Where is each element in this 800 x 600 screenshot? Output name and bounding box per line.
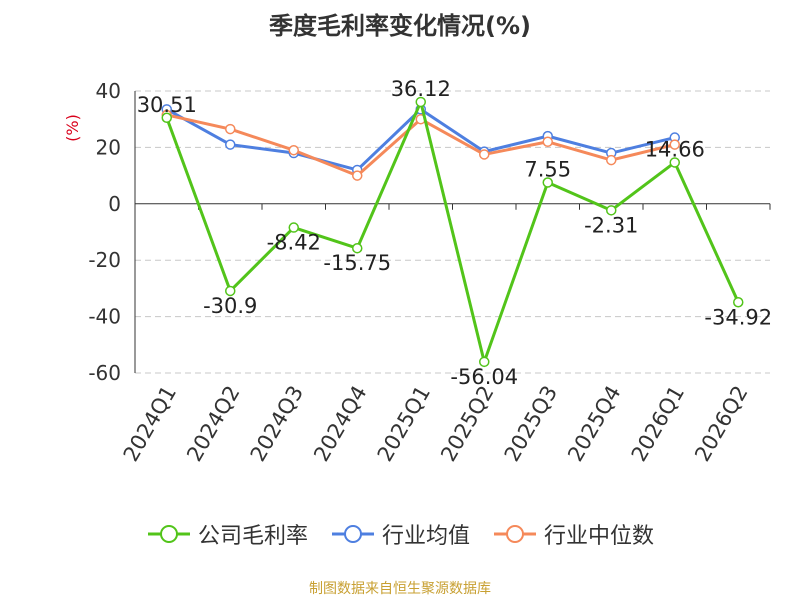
legend-marker-icon [331,525,374,543]
series-point [225,123,236,135]
x-tick-label: 2025Q1 [373,382,435,466]
data-label: -34.92 [704,305,772,329]
data-label: -2.31 [584,213,638,237]
y-tick-label: 20 [96,135,121,159]
series-point [606,154,617,166]
legend: 公司毛利率 行业均值 行业中位数 [0,518,800,550]
legend-marker-icon [494,525,536,543]
series-lines [161,96,744,368]
legend-label: 行业中位数 [544,524,655,549]
x-tick-label: 2024Q3 [246,382,308,466]
series-point [542,177,553,188]
legend-circle [159,525,178,543]
series-point [288,222,299,233]
series-point [161,112,172,124]
x-tick-label: 2026Q2 [690,382,752,466]
legend-item[interactable]: 行业均值 [330,518,470,550]
series-point [733,297,744,308]
series-point [225,139,236,150]
y-tick-label: -20 [88,248,121,272]
x-tick-label: 2024Q2 [182,382,244,466]
legend-label: 行业均值 [381,524,470,549]
series-point [415,96,426,108]
x-tick-label: 2024Q4 [309,382,371,466]
source-note: 制图数据来自恒生聚源数据库 [309,581,491,597]
legend-circle [506,525,524,543]
series-point [606,205,617,216]
legend-circle [343,525,362,543]
y-tick-label: -60 [88,361,121,385]
x-tick-label: 2025Q4 [563,382,625,466]
series-point [669,157,680,168]
series-point [225,285,236,297]
data-labels: 30.51 -30.9 -8.42-15.75 36.12 -56.04 7.55 -2.3… [137,77,772,389]
data-label: -8.42 [267,231,321,255]
data-label: 7.55 [524,158,571,182]
series-line [165,100,740,364]
data-label: -30.9 [203,294,257,318]
series-point [288,144,299,156]
x-tick-label: 2025Q2 [436,382,498,466]
x-tick-label: 2025Q3 [500,382,562,466]
y-axis-label: (%) [63,114,82,142]
legend-label: 公司毛利率 [197,524,308,549]
data-label: 30.51 [137,93,197,117]
legend-item[interactable]: 行业中位数 [492,518,654,550]
legend-marker-icon [147,525,190,543]
x-tick-label: 2026Q1 [627,382,689,466]
data-label: 14.66 [645,137,705,161]
y-tick-label: -40 [88,305,121,329]
series-point [352,170,363,181]
data-label: -15.75 [323,251,391,275]
y-tick-label: 40 [96,79,121,103]
data-label: 36.12 [391,77,451,101]
chart-title: 季度毛利率变化情况(%) [269,12,531,40]
series-point [479,149,490,160]
data-label: -56.04 [450,365,518,389]
y-tick-label: 0 [108,192,121,216]
x-tick-label: 2024Q1 [119,382,181,466]
series-point [479,356,490,368]
legend-item[interactable]: 公司毛利率 [146,518,308,550]
series-point [352,242,363,254]
series-point [542,136,553,148]
series-point [669,139,680,150]
